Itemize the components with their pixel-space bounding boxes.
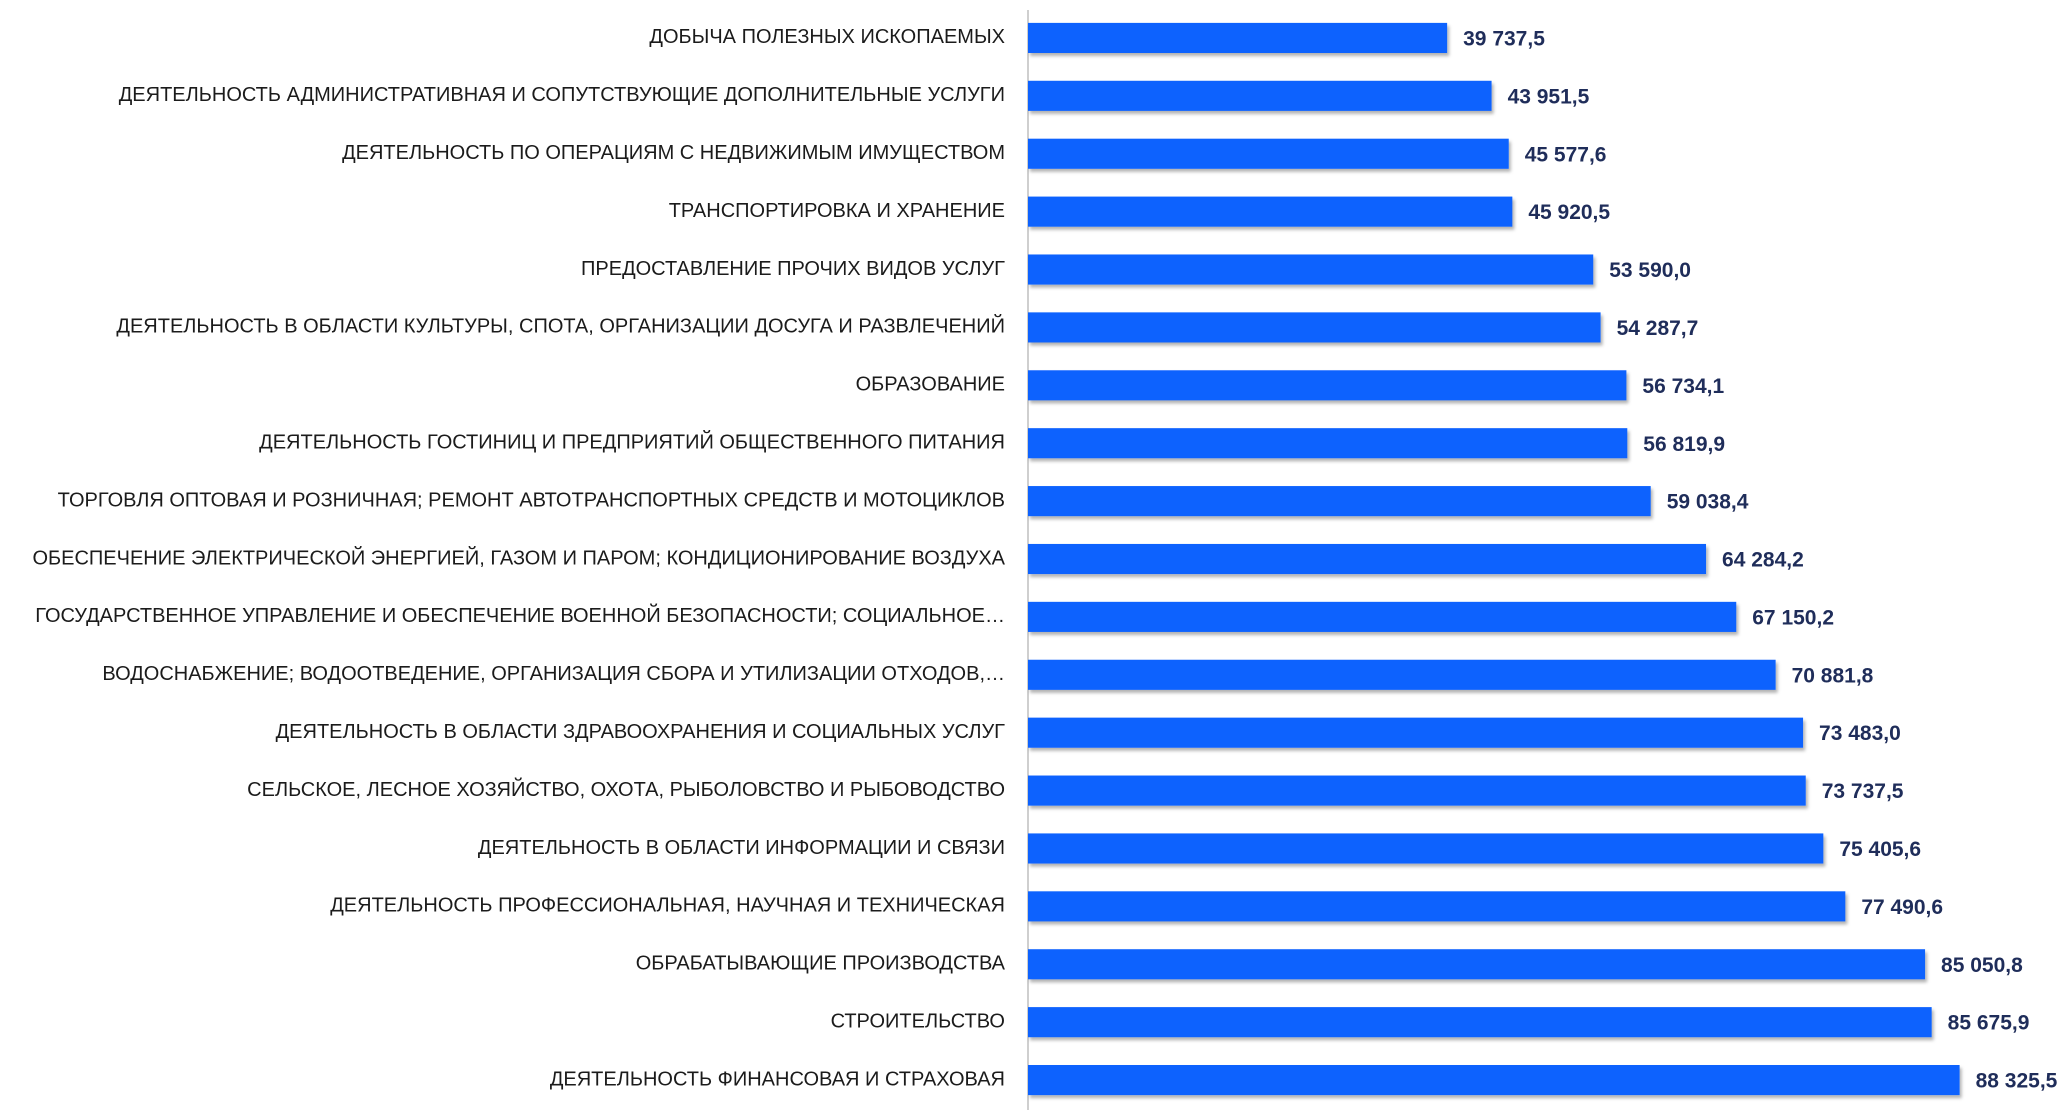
category-label: ДЕЯТЕЛЬНОСТЬ ГОСТИНИЦ И ПРЕДПРИЯТИЙ ОБЩЕ… xyxy=(259,429,1005,453)
value-label: 73 737,5 xyxy=(1822,780,1904,803)
value-label: 43 951,5 xyxy=(1508,85,1590,108)
bar xyxy=(1028,428,1628,459)
value-label: 45 920,5 xyxy=(1528,201,1610,224)
bar xyxy=(1028,80,1492,111)
bar xyxy=(1028,601,1737,632)
value-label: 56 734,1 xyxy=(1642,375,1724,398)
bar xyxy=(1028,312,1601,343)
category-label: ДЕЯТЕЛЬНОСТЬ ПО ОПЕРАЦИЯМ С НЕДВИЖИМЫМ И… xyxy=(342,142,1005,164)
bar xyxy=(1028,1065,1960,1096)
category-label: СТРОИТЕЛЬСТВО xyxy=(831,1010,1005,1032)
value-label: 39 737,5 xyxy=(1463,27,1545,50)
category-label: ДЕЯТЕЛЬНОСТЬ В ОБЛАСТИ КУЛЬТУРЫ, СПОТА, … xyxy=(116,314,1005,338)
bar xyxy=(1028,486,1651,517)
bar xyxy=(1028,949,1926,980)
bar xyxy=(1028,254,1594,285)
value-label: 54 287,7 xyxy=(1617,317,1699,340)
value-label: 77 490,6 xyxy=(1861,896,1943,919)
value-label: 88 325,5 xyxy=(1976,1070,2058,1093)
bar xyxy=(1028,370,1627,401)
value-label: 56 819,9 xyxy=(1643,433,1725,456)
category-label: ТРАНСПОРТИРОВКА И ХРАНЕНИЕ xyxy=(669,200,1005,222)
category-label: ДОБЫЧА ПОЛЕЗНЫХ ИСКОПАЕМЫХ xyxy=(649,26,1005,48)
value-label: 85 050,8 xyxy=(1941,954,2023,977)
value-label: 45 577,6 xyxy=(1525,143,1607,166)
bar xyxy=(1028,833,1824,864)
category-label: ТОРГОВЛЯ ОПТОВАЯ И РОЗНИЧНАЯ; РЕМОНТ АВТ… xyxy=(58,489,1005,511)
category-label: ДЕЯТЕЛЬНОСТЬ В ОБЛАСТИ ЗДРАВООХРАНЕНИЯ И… xyxy=(276,721,1006,743)
category-label: ДЕЯТЕЛЬНОСТЬ В ОБЛАСТИ ИНФОРМАЦИИ И СВЯЗ… xyxy=(478,837,1005,859)
category-label: СЕЛЬСКОЕ, ЛЕСНОЕ ХОЗЯЙСТВО, ОХОТА, РЫБОЛ… xyxy=(247,777,1005,801)
value-label: 59 038,4 xyxy=(1667,491,1749,514)
bar xyxy=(1028,543,1707,575)
value-label: 53 590,0 xyxy=(1609,259,1691,282)
bar xyxy=(1028,196,1513,227)
value-label: 73 483,0 xyxy=(1819,722,1901,745)
category-label: ПРЕДОСТАВЛЕНИЕ ПРОЧИХ ВИДОВ УСЛУГ xyxy=(581,258,1005,280)
value-label: 75 405,6 xyxy=(1839,838,1921,861)
category-label: ОБРАЗОВАНИЕ xyxy=(856,374,1005,396)
value-label: 85 675,9 xyxy=(1948,1012,2030,1035)
category-label: ДЕЯТЕЛЬНОСТЬ ПРОФЕССИОНАЛЬНАЯ, НАУЧНАЯ И… xyxy=(330,895,1005,917)
category-label: ОБРАБАТЫВАЮЩИЕ ПРОИЗВОДСТВА xyxy=(636,953,1006,975)
category-label: ДЕЯТЕЛЬНОСТЬ АДМИНИСТРАТИВНАЯ И СОПУТСТВ… xyxy=(119,84,1005,106)
category-label: ВОДОСНАБЖЕНИЕ; ВОДООТВЕДЕНИЕ, ОРГАНИЗАЦИ… xyxy=(102,663,1005,685)
bar xyxy=(1028,659,1776,690)
category-label: ДЕЯТЕЛЬНОСТЬ ФИНАНСОВАЯ И СТРАХОВАЯ xyxy=(550,1068,1005,1090)
bar xyxy=(1028,717,1804,748)
bar xyxy=(1028,1007,1932,1038)
value-label: 70 881,8 xyxy=(1792,664,1874,687)
value-label: 64 284,2 xyxy=(1722,549,1804,572)
bar xyxy=(1028,775,1806,806)
category-label: ГОСУДАРСТВЕННОЕ УПРАВЛЕНИЕ И ОБЕСПЕЧЕНИЕ… xyxy=(35,603,1005,627)
value-label: 67 150,2 xyxy=(1752,606,1834,629)
bar xyxy=(1028,891,1846,922)
category-label: ОБЕСПЕЧЕНИЕ ЭЛЕКТРИЧЕСКОЙ ЭНЕРГИЕЙ, ГАЗО… xyxy=(32,545,1005,569)
bar xyxy=(1028,22,1448,53)
bar xyxy=(1028,138,1509,169)
